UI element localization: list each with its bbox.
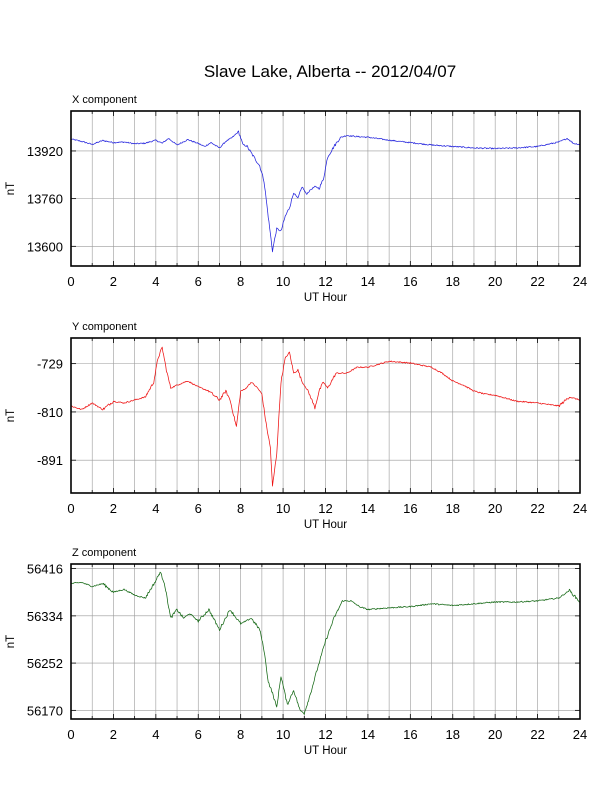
x-tick-label: 16 [403, 501, 417, 516]
x-tick-label: 16 [403, 727, 417, 742]
x-tick-label: 6 [195, 727, 202, 742]
x-component-label: X component [72, 94, 137, 106]
y-tick-label: -891 [37, 453, 63, 468]
x-axis-title: UT Hour [304, 292, 347, 304]
x-tick-label: 20 [488, 274, 502, 289]
x-tick-label: 6 [195, 274, 202, 289]
y-tick-label: 56416 [27, 562, 63, 577]
x-tick-label: 22 [530, 274, 544, 289]
x-tick-label: 4 [152, 727, 159, 742]
x-tick-label: 24 [573, 501, 587, 516]
x-tick-label: 14 [361, 274, 375, 289]
x-tick-label: 20 [488, 727, 502, 742]
x-tick-label: 12 [318, 727, 332, 742]
x-tick-label: 10 [276, 274, 290, 289]
x-axis-title: UT Hour [304, 519, 347, 531]
y-tick-label: 56252 [27, 656, 63, 671]
y-axis-title: nT [5, 635, 17, 648]
y-axis-title: nT [5, 409, 17, 422]
z-component-label: Z component [72, 547, 136, 559]
x-tick-label: 10 [276, 501, 290, 516]
x-tick-label: 14 [361, 727, 375, 742]
x-tick-label: 8 [237, 727, 244, 742]
figure-title: Slave Lake, Alberta -- 2012/04/07 [204, 62, 456, 81]
x-axis-title: UT Hour [304, 745, 347, 757]
x-component-trace [70, 130, 581, 253]
x-tick-label: 18 [446, 727, 460, 742]
x-tick-label: 18 [446, 501, 460, 516]
x-tick-label: 24 [573, 727, 587, 742]
y-axis-title: nT [5, 182, 17, 195]
x-tick-label: 16 [403, 274, 417, 289]
y-tick-label: 13600 [27, 239, 63, 254]
x-tick-label: 2 [110, 727, 117, 742]
x-tick-label: 10 [276, 727, 290, 742]
x-tick-label: 4 [152, 274, 159, 289]
y-tick-label: 13920 [27, 144, 63, 159]
x-tick-label: 6 [195, 501, 202, 516]
x-tick-label: 14 [361, 501, 375, 516]
y-component-trace [70, 346, 581, 487]
x-tick-label: 20 [488, 501, 502, 516]
x-tick-label: 12 [318, 274, 332, 289]
x-tick-label: 4 [152, 501, 159, 516]
x-tick-label: 22 [530, 501, 544, 516]
x-tick-label: 0 [67, 274, 74, 289]
z-component-trace [70, 571, 581, 715]
x-tick-label: 18 [446, 274, 460, 289]
x-tick-label: 2 [110, 501, 117, 516]
x-tick-label: 24 [573, 274, 587, 289]
y-component-label: Y component [72, 321, 137, 333]
y-tick-label: -729 [37, 357, 63, 372]
x-tick-label: 12 [318, 501, 332, 516]
y-tick-label: 56170 [27, 703, 63, 718]
y-tick-label: -810 [37, 405, 63, 420]
x-tick-label: 8 [237, 274, 244, 289]
y-tick-label: 13760 [27, 192, 63, 207]
x-tick-label: 22 [530, 727, 544, 742]
x-tick-label: 8 [237, 501, 244, 516]
x-tick-label: 0 [67, 501, 74, 516]
y-tick-label: 56334 [27, 609, 63, 624]
x-tick-label: 2 [110, 274, 117, 289]
x-tick-label: 0 [67, 727, 74, 742]
